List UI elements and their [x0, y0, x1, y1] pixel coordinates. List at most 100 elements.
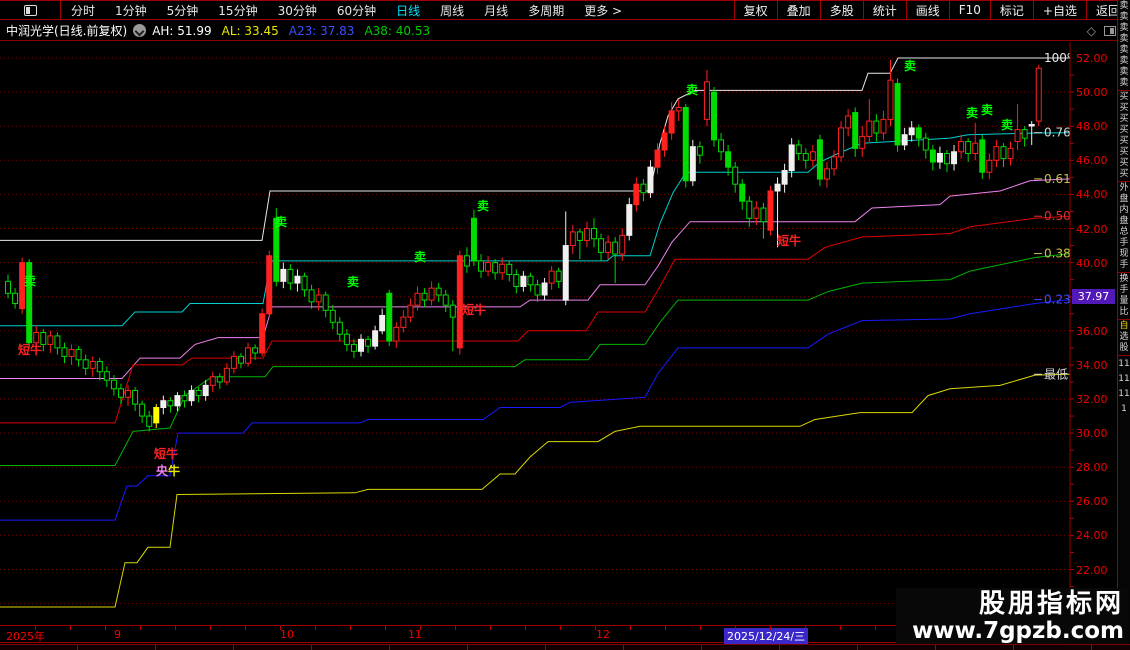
- candle: [103, 366, 110, 388]
- sell-signal-label: 卖: [1001, 117, 1013, 132]
- plot-area[interactable]: 卖卖卖卖卖卖卖卖 卖卖短牛短牛短牛短牛央牛100%0.7640.6180.5000…: [0, 51, 1078, 608]
- candle: [5, 274, 11, 299]
- candle: [951, 144, 958, 171]
- price-axis-label: 42.00: [1076, 222, 1108, 236]
- candle: [852, 107, 859, 157]
- candle: [139, 400, 146, 423]
- candle: [1035, 64, 1042, 127]
- tab-item-4[interactable]: 30分钟: [277, 3, 317, 18]
- chevron-down-icon[interactable]: [133, 24, 147, 37]
- strip-section-0[interactable]: 卖卖卖卖卖卖卖卖: [1118, 0, 1130, 91]
- fib-step-line-A61: [0, 178, 1070, 379]
- tab-item-6[interactable]: 日线: [396, 3, 421, 18]
- candle: [703, 69, 710, 127]
- candle: [379, 308, 386, 335]
- panel-layout-icon[interactable]: [1104, 25, 1116, 36]
- date-axis-label: 10: [280, 628, 294, 641]
- strip-section-3[interactable]: 换手量比: [1118, 273, 1130, 320]
- candle: [308, 284, 315, 309]
- toolbar-button-1[interactable]: 叠加: [776, 1, 820, 19]
- tab-item-1[interactable]: 1分钟: [115, 3, 147, 18]
- fib-level-label: 最低: [1044, 367, 1068, 381]
- sell-signal-label: 卖: [981, 102, 993, 117]
- candle: [202, 380, 209, 401]
- price-axis-label: 44.00: [1076, 188, 1108, 202]
- tab-item-10[interactable]: 更多 >: [584, 3, 623, 18]
- candle: [167, 397, 174, 413]
- strip-section-2[interactable]: 外盘内盘总手现手: [1118, 182, 1130, 273]
- candle: [958, 134, 965, 159]
- toolbar-button-3[interactable]: 统计: [862, 1, 906, 19]
- candle: [831, 150, 838, 176]
- date-axis-tick: [140, 626, 141, 630]
- candle: [682, 104, 689, 188]
- candle: [110, 375, 117, 396]
- price-axis-label: 50.00: [1076, 86, 1108, 100]
- candle: [887, 59, 894, 127]
- candle: [569, 225, 576, 255]
- candle: [12, 288, 19, 309]
- candle: [61, 342, 68, 364]
- right-vertical-strip[interactable]: 卖卖卖卖卖卖卖卖 买买买买买买买买 外盘内盘总手现手 换手量比 自选股 1111111: [1117, 0, 1130, 650]
- toolbar-button-6[interactable]: 标记: [989, 1, 1033, 19]
- candle: [732, 162, 739, 193]
- short-bull-label: 短牛: [18, 342, 42, 357]
- candle: [548, 266, 555, 290]
- candle: [252, 344, 259, 360]
- candle: [859, 126, 866, 157]
- date-axis-label: 2025年: [6, 630, 45, 643]
- toolbar-button-7[interactable]: +自选: [1032, 1, 1086, 19]
- candle: [54, 332, 61, 355]
- date-axis-label: 12: [596, 628, 610, 641]
- candle: [598, 233, 605, 261]
- toolbar-button-5[interactable]: F10: [948, 1, 990, 19]
- candle: [823, 162, 830, 188]
- candle: [908, 121, 915, 142]
- candle: [181, 390, 188, 408]
- tab-item-3[interactable]: 15分钟: [218, 3, 258, 18]
- candle: [753, 201, 760, 226]
- date-axis-tick: [525, 626, 526, 630]
- date-axis-tick: [770, 626, 771, 630]
- candle: [696, 141, 703, 164]
- candle: [746, 196, 753, 227]
- candle: [689, 139, 696, 186]
- candle: [647, 160, 654, 198]
- toolbar-button-4[interactable]: 画线: [905, 1, 949, 19]
- candle: [555, 267, 562, 289]
- candle: [315, 288, 322, 311]
- date-axis-tick: [280, 626, 281, 630]
- tab-item-7[interactable]: 周线: [440, 3, 465, 18]
- sell-signal-label: 卖: [347, 274, 359, 289]
- sidebar-toggle-button[interactable]: [0, 1, 61, 19]
- tab-item-5[interactable]: 60分钟: [336, 3, 377, 18]
- tab-item-9[interactable]: 多周期: [528, 3, 565, 18]
- candle: [1028, 121, 1035, 145]
- fib-level-label: 0.382: [1044, 247, 1078, 261]
- tab-item-0[interactable]: 分时: [71, 3, 96, 18]
- diamond-icon[interactable]: ◇: [1086, 23, 1096, 38]
- fib-level-label: 100%: [1044, 51, 1078, 65]
- candle: [668, 102, 675, 140]
- strip-section-5[interactable]: 1111111: [1118, 359, 1130, 414]
- candle: [400, 310, 407, 333]
- tab-item-2[interactable]: 5分钟: [166, 3, 199, 18]
- candle: [421, 288, 428, 307]
- candle: [1021, 126, 1028, 147]
- candle: [993, 139, 1000, 168]
- toolbar-button-2[interactable]: 多股: [819, 1, 863, 19]
- date-axis-tick: [175, 626, 176, 630]
- indicator-values: AH: 51.99 AL: 33.45 A23: 37.83 A38: 40.53: [152, 24, 440, 38]
- date-axis-tick: [385, 626, 386, 630]
- toolbar-button-0[interactable]: 复权: [733, 1, 777, 19]
- candle: [336, 317, 343, 342]
- price-axis-label: 32.00: [1076, 393, 1108, 406]
- strip-section-1[interactable]: 买买买买买买买买: [1118, 91, 1130, 182]
- tab-item-8[interactable]: 月线: [484, 3, 509, 18]
- date-axis-tick: [630, 626, 631, 630]
- candle: [725, 144, 732, 176]
- strip-section-4[interactable]: 自选股: [1118, 320, 1130, 356]
- candle: [873, 114, 880, 142]
- candle: [75, 346, 82, 367]
